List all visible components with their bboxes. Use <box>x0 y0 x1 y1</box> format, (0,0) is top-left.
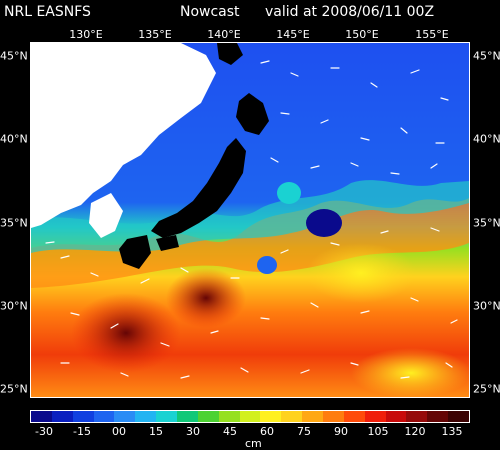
scale-arrow-icon <box>103 113 119 117</box>
colorbar-tick: 135 <box>441 425 463 438</box>
lat-right-45: 45°N <box>473 49 500 63</box>
hokkaido <box>236 93 269 135</box>
lat-left-35: 35°N <box>0 216 28 230</box>
map-graphic <box>31 43 469 397</box>
colorbar-segment <box>302 411 324 422</box>
colorbar-tick: 60 <box>260 425 274 438</box>
shikoku <box>156 235 179 251</box>
colorbar-tick: -15 <box>73 425 91 438</box>
colorbar-tick: 75 <box>297 425 311 438</box>
warm-eddy-west <box>71 293 181 373</box>
warm-eddy-central <box>166 268 246 328</box>
lat-left-25: 25°N <box>0 382 28 396</box>
colorbar-tick: 120 <box>404 425 426 438</box>
colorbar-segment <box>93 411 115 422</box>
colorbar-segment <box>31 411 52 422</box>
colorbar-tick: 90 <box>334 425 348 438</box>
colorbar-tick: 30 <box>186 425 200 438</box>
valid-time: valid at 2008/06/11 00Z <box>265 4 435 20</box>
colorbar-tick: 45 <box>223 425 237 438</box>
sakhalin <box>217 43 243 65</box>
lat-right-25: 25°N <box>473 382 500 396</box>
map-legend-title: Surface Elevation <box>36 62 145 75</box>
kyushu <box>119 235 151 269</box>
colorbar-segment <box>51 411 73 422</box>
colorbar-segment <box>197 411 219 422</box>
colorbar-segment <box>406 411 428 422</box>
lon-label-130: 130°E <box>69 28 103 41</box>
colorbar <box>30 410 470 423</box>
sea-surface-map[interactable] <box>30 42 470 398</box>
lon-label-140: 140°E <box>207 28 241 41</box>
lat-right-30: 30°N <box>473 299 500 313</box>
colorbar-segment <box>323 411 344 422</box>
colorbar-segment <box>114 411 136 422</box>
honshu <box>151 138 246 238</box>
yellow-zone-south <box>351 348 469 397</box>
colorbar-segment <box>343 411 365 422</box>
colorbar-segment <box>135 411 157 422</box>
lat-right-35: 35°N <box>473 216 500 230</box>
front-zone <box>31 180 469 253</box>
eddy-ring-2 <box>257 256 277 274</box>
lon-label-135: 135°E <box>138 28 172 41</box>
colorbar-segment <box>72 411 94 422</box>
colorbar-segment <box>448 411 470 422</box>
colorbar-segment <box>260 411 282 422</box>
colorbar-segment <box>281 411 303 422</box>
colorbar-tick: 15 <box>149 425 163 438</box>
colorbar-segment <box>156 411 178 422</box>
colorbar-segment <box>427 411 449 422</box>
lon-label-145: 145°E <box>276 28 310 41</box>
lat-left-40: 40°N <box>0 132 28 146</box>
current-vectors <box>45 60 458 379</box>
colorbar-segment <box>239 411 261 422</box>
velocity-scale-box: 20 cm/s <box>66 84 154 128</box>
colorbar-segment <box>177 411 198 422</box>
product-title: Nowcast <box>180 4 240 20</box>
org-title: NRL EASNFS <box>4 4 91 20</box>
lon-label-150: 150°E <box>345 28 379 41</box>
colorbar-tick: -30 <box>35 425 53 438</box>
lon-label-155: 155°E <box>415 28 449 41</box>
lat-right-40: 40°N <box>473 132 500 146</box>
colorbar-tick: 105 <box>367 425 389 438</box>
colorbar-segment <box>385 411 407 422</box>
colorbar-segment <box>218 411 240 422</box>
cold-eddy <box>306 209 342 237</box>
colorbar-tick: 00 <box>112 425 126 438</box>
lat-left-45: 45°N <box>0 49 28 63</box>
colorbar-segment <box>364 411 386 422</box>
velocity-scale-label: 20 cm/s <box>88 93 132 106</box>
colorbar-unit: cm <box>245 437 262 450</box>
lat-left-30: 30°N <box>0 299 28 313</box>
eddy-ring-1 <box>277 182 301 204</box>
yellow-zone-east <box>306 243 416 303</box>
